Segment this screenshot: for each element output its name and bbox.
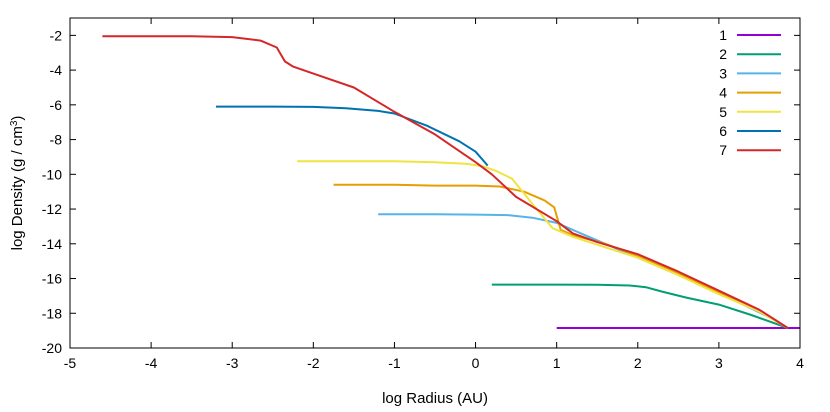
y-tick-label: -14 (42, 236, 62, 252)
y-tick-label: -10 (42, 166, 62, 182)
y-axis-label-prefix: log Density (g / cm (9, 126, 26, 250)
y-tick-label: -4 (50, 62, 63, 78)
x-tick-label: 4 (796, 355, 804, 371)
series-line-3 (378, 213, 789, 329)
x-tick-label: -1 (388, 355, 401, 371)
y-tick-label: -2 (50, 27, 63, 43)
series-line-5 (297, 160, 789, 329)
x-tick-label: 3 (715, 355, 723, 371)
legend-label-3: 3 (719, 65, 727, 81)
y-axis-label-sup: 3 (9, 120, 20, 126)
ticks-layer: -5 -4 -3 -2 -1 0 1 2 3 4-20-18-16-14-12-10-8-6-4-… (42, 18, 804, 371)
x-tick-label: -4 (145, 355, 158, 371)
plot-frame (69, 17, 801, 349)
series-line-6 (216, 105, 489, 167)
legend: 1 2 3 4 5 6 7 (719, 27, 781, 158)
x-axis-label: log Radius (AU) (382, 390, 488, 407)
y-tick-label: -12 (42, 201, 62, 217)
legend-label-6: 6 (719, 123, 727, 139)
x-tick-label: -2 (307, 355, 320, 371)
x-tick-label: -5 (64, 355, 77, 371)
y-tick-label: -20 (42, 340, 62, 356)
y-axis-label: log Density (g / cm3) (9, 116, 27, 251)
x-tick-label: 0 (472, 355, 480, 371)
series-line-7 (102, 35, 789, 329)
legend-label-5: 5 (719, 104, 727, 120)
legend-label-7: 7 (719, 142, 727, 158)
legend-label-2: 2 (719, 46, 727, 62)
y-axis-label-suffix: ) (9, 116, 26, 121)
legend-label-1: 1 (719, 27, 727, 43)
series-line-2 (491, 283, 789, 329)
x-tick-label: 2 (634, 355, 642, 371)
y-tick-label: -8 (50, 132, 63, 148)
y-tick-label: -18 (42, 305, 62, 321)
series-line-4 (333, 183, 789, 329)
series-layer (102, 35, 800, 329)
legend-label-4: 4 (719, 85, 727, 101)
y-tick-label: -16 (42, 271, 62, 287)
x-tick-label: -3 (226, 355, 239, 371)
y-tick-label: -6 (50, 97, 63, 113)
x-tick-label: 1 (553, 355, 561, 371)
